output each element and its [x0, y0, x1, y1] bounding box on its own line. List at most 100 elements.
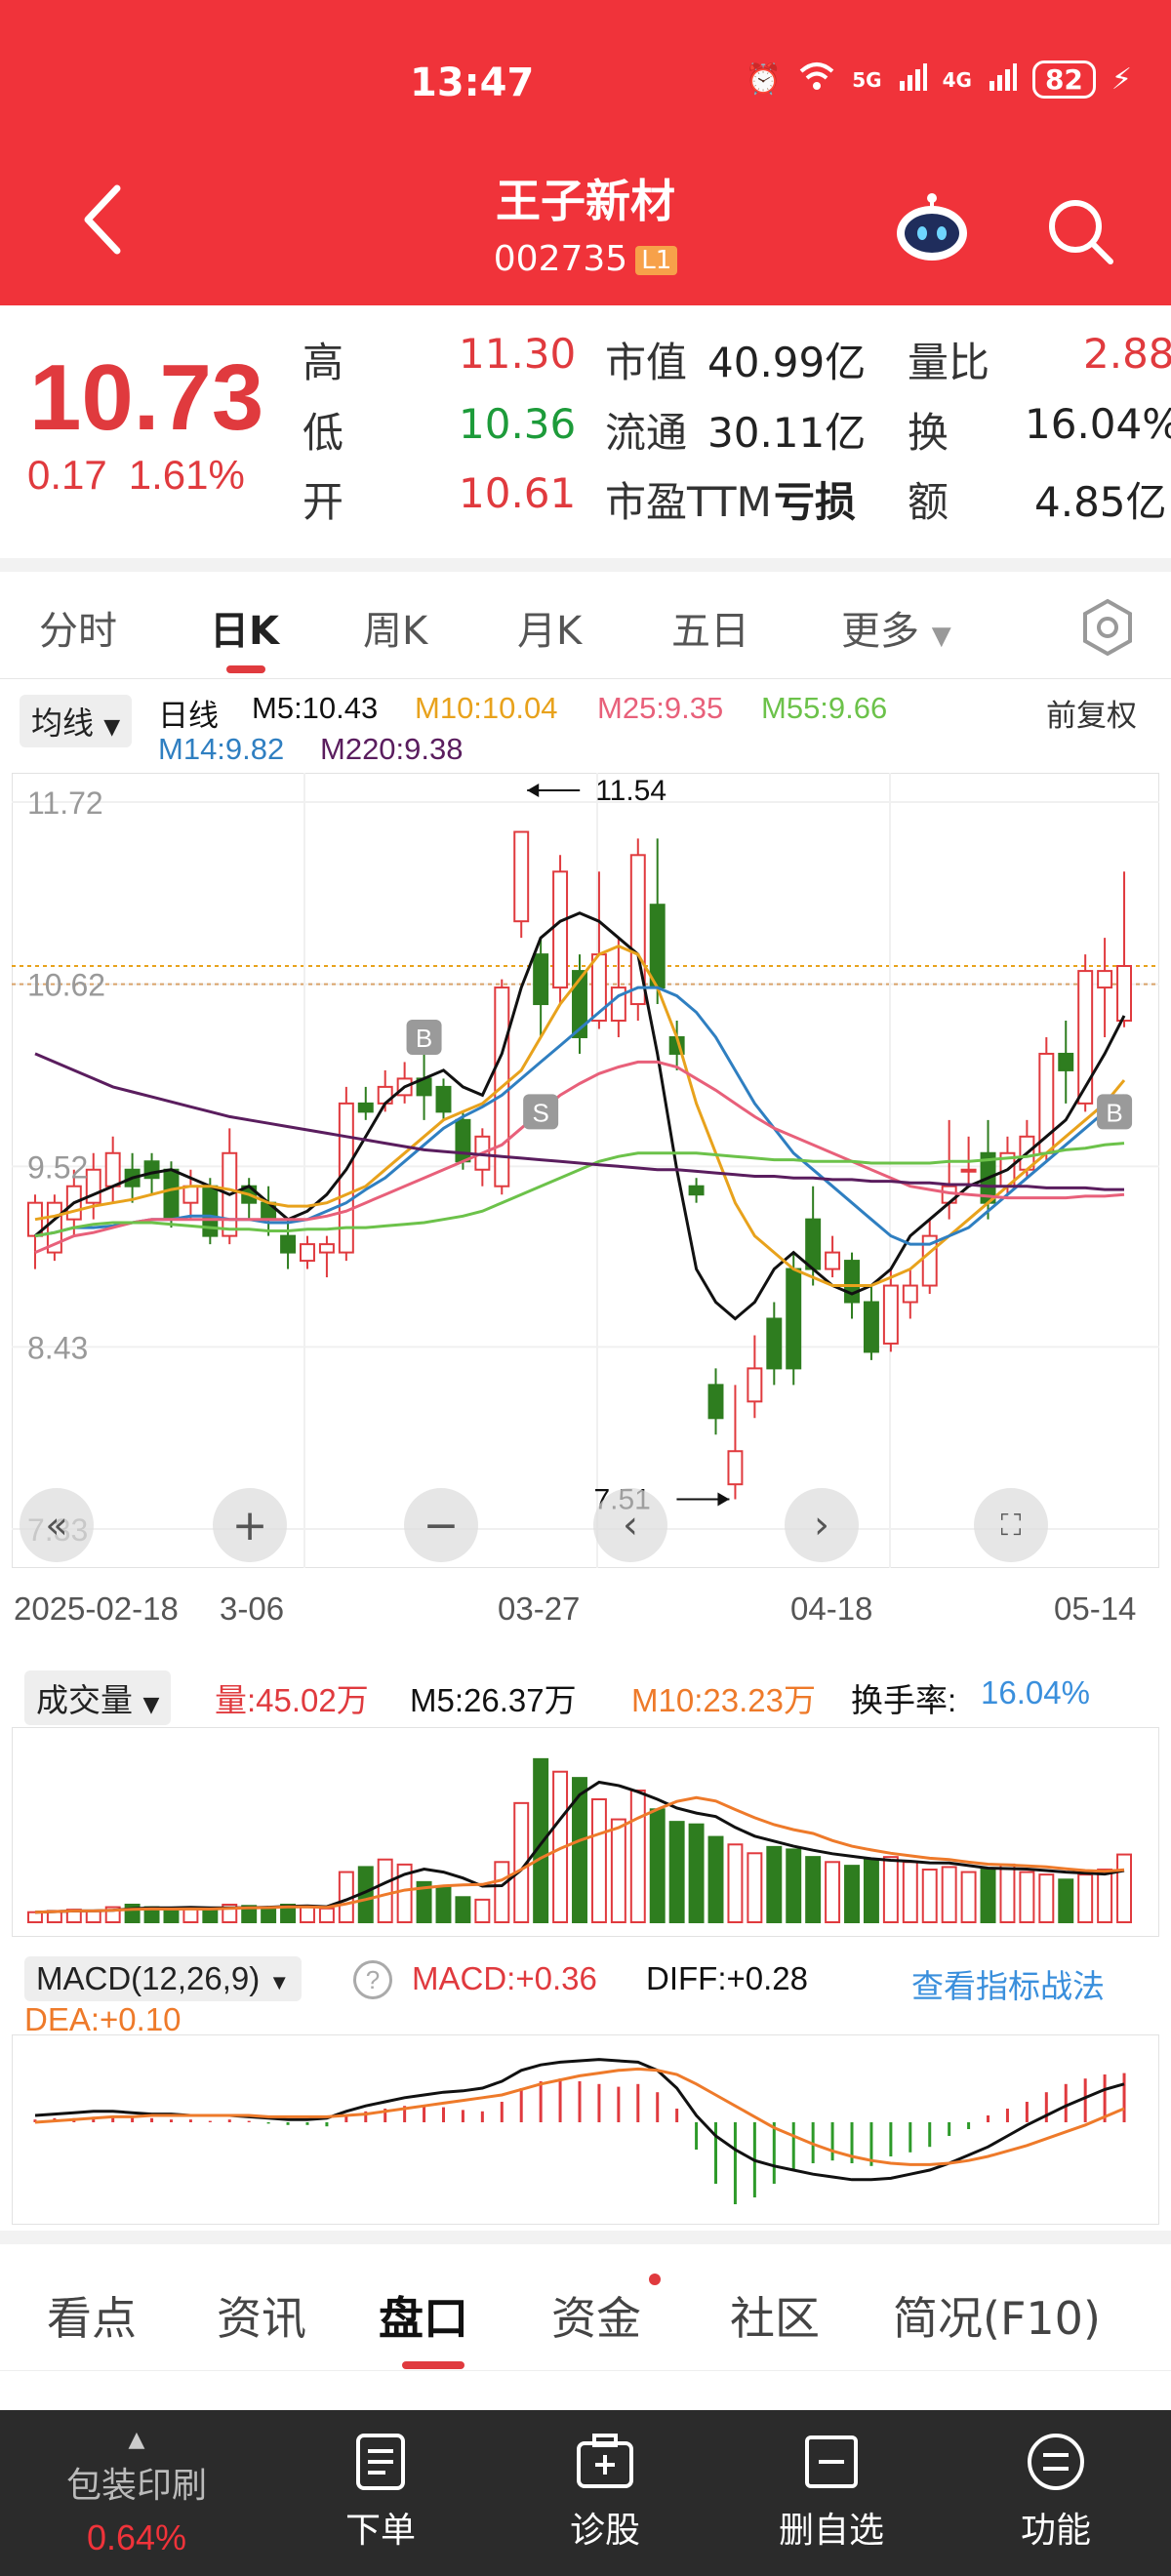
ma14-label: M14:9.82 — [158, 732, 285, 766]
remove-watchlist-icon — [805, 2435, 858, 2488]
caret-down-icon: ▼ — [268, 1970, 291, 1994]
volume-bar — [533, 1757, 549, 1923]
app-header: 13:47 ⏰ 5G 4G 82 ⚡ 王子新材 002735 L1 — [0, 0, 1171, 305]
back-button[interactable] — [78, 181, 127, 259]
scroll-right-button[interactable]: › — [785, 1488, 859, 1562]
high-label: 高 — [303, 339, 344, 386]
volume-bar — [941, 1866, 957, 1924]
volume-bar — [182, 1907, 199, 1924]
tab-f10[interactable]: 简况(F10) — [893, 2292, 1101, 2345]
volume-bar — [980, 1869, 996, 1923]
candle-body — [357, 1102, 374, 1113]
candle-body — [882, 1284, 899, 1345]
turnover-value: 16.04% — [1025, 400, 1171, 448]
adjust-mode-button[interactable]: 前复权 — [1046, 699, 1137, 734]
volume-bar — [1038, 1873, 1055, 1923]
zoom-in-button[interactable]: + — [213, 1488, 287, 1562]
high-value: 11.30 — [459, 330, 577, 378]
indicator-strategy-link[interactable]: 查看指标战法 — [911, 1967, 1105, 2005]
candle-body — [747, 1367, 763, 1403]
remove-watchlist-button[interactable]: 删自选 — [753, 2430, 909, 2553]
turnover-rate-label: 换手率: — [851, 1682, 957, 1718]
tab-community[interactable]: 社区 — [730, 2292, 820, 2345]
volume-bar — [747, 1852, 763, 1924]
bottom-toolbar: ▲ 包装印刷 0.64% 下单 诊股 删自选 功能 — [0, 2410, 1171, 2576]
volume-bar — [727, 1843, 744, 1923]
ma-selector[interactable]: 均线 ▼ — [20, 695, 133, 747]
volume-bar — [1116, 1853, 1133, 1923]
volume-chart[interactable] — [12, 1727, 1159, 1937]
macd-selector[interactable]: MACD(12,26,9) ▼ — [24, 1956, 303, 2001]
volume-bar — [1058, 1878, 1074, 1924]
tab-highlights[interactable]: 看点 — [47, 2292, 137, 2345]
candle-body — [552, 870, 569, 989]
tab-monthly-k[interactable]: 月K — [517, 609, 583, 654]
candle-body — [533, 953, 549, 1006]
search-button[interactable] — [1044, 195, 1116, 267]
diagnose-button[interactable]: 诊股 — [527, 2430, 683, 2553]
robot-assistant-icon[interactable] — [893, 190, 971, 268]
function-button[interactable]: 功能 — [978, 2430, 1134, 2553]
settings-icon[interactable] — [1073, 593, 1142, 662]
volume-bar — [825, 1861, 841, 1924]
sector-info[interactable]: ▲ 包装印刷 0.64% — [39, 2430, 234, 2558]
caret-down-icon: ▼ — [142, 1693, 160, 1717]
tab-funds[interactable]: 资金 — [551, 2292, 641, 2345]
date-label: 03-27 — [498, 1590, 581, 1627]
fullscreen-button[interactable]: ⛶ — [974, 1488, 1048, 1562]
signal-icon — [898, 61, 927, 99]
trade-marker — [1097, 1094, 1133, 1130]
price-change: 0.17 1.61% — [27, 452, 266, 499]
level-badge: L1 — [635, 246, 678, 275]
tab-daily-k[interactable]: 日K — [210, 609, 279, 654]
volume-bar — [435, 1886, 452, 1923]
y-axis-label: 9.52 — [27, 1149, 88, 1185]
order-button[interactable]: 下单 — [303, 2430, 459, 2553]
status-time: 13:47 — [410, 60, 535, 105]
divider — [0, 558, 1171, 572]
tab-intraday[interactable]: 分时 — [39, 609, 117, 654]
ma10-line — [34, 944, 1126, 1287]
amount-value: 4.85亿 — [1034, 478, 1167, 526]
signal-5g: 5G — [852, 67, 882, 92]
zoom-out-button[interactable]: − — [404, 1488, 478, 1562]
candle-body — [825, 1251, 841, 1270]
volume-ratio-value: 2.88 — [1083, 330, 1171, 378]
dea-value: DEA:+0.10 — [24, 2001, 182, 2037]
float-cap-label: 流通 — [605, 409, 688, 457]
macd-chart[interactable] — [12, 2034, 1159, 2225]
volume-ratio-label: 量比 — [908, 339, 990, 386]
candle-body — [1097, 970, 1113, 989]
ma5-line — [34, 911, 1126, 1321]
candle-body — [572, 970, 587, 1038]
tab-weekly-k[interactable]: 周K — [363, 609, 428, 654]
caret-down-icon: ▼ — [103, 715, 121, 740]
candle-body — [182, 1185, 199, 1204]
volume-legend: 成交量 ▼ 量:45.02万 M5:26.37万 M10:23.23万 换手率:… — [0, 1659, 1171, 1727]
tab-five-day[interactable]: 五日 — [671, 609, 749, 654]
tab-more[interactable]: 更多 ▼ — [841, 609, 951, 654]
volume-bar — [85, 1910, 101, 1924]
ma25-label: M25:9.35 — [597, 691, 724, 725]
tab-news[interactable]: 资讯 — [217, 2292, 306, 2345]
signal-icon-2 — [988, 61, 1017, 99]
candle-body — [844, 1260, 860, 1304]
caret-down-icon: ▼ — [931, 622, 951, 651]
volume-bar — [999, 1863, 1016, 1924]
rewind-button[interactable]: « — [20, 1488, 94, 1562]
volume-selector[interactable]: 成交量 ▼ — [24, 1670, 172, 1725]
low-value: 10.36 — [459, 400, 577, 448]
scroll-left-button[interactable]: ‹ — [593, 1488, 667, 1562]
candle-body — [513, 830, 530, 923]
candle-body — [435, 1085, 452, 1113]
new-dot — [649, 2274, 661, 2285]
ma55-label: M55:9.66 — [761, 691, 888, 725]
date-label: 05-14 — [1054, 1590, 1137, 1627]
date-label: 3-06 — [220, 1590, 285, 1627]
tab-order-book[interactable]: 盘口 — [379, 2292, 468, 2345]
help-icon[interactable]: ? — [353, 1960, 392, 1999]
market-cap-label: 市值 — [605, 339, 688, 386]
volume-bar — [241, 1905, 258, 1924]
volume-m5: M5:26.37万 — [410, 1682, 577, 1718]
